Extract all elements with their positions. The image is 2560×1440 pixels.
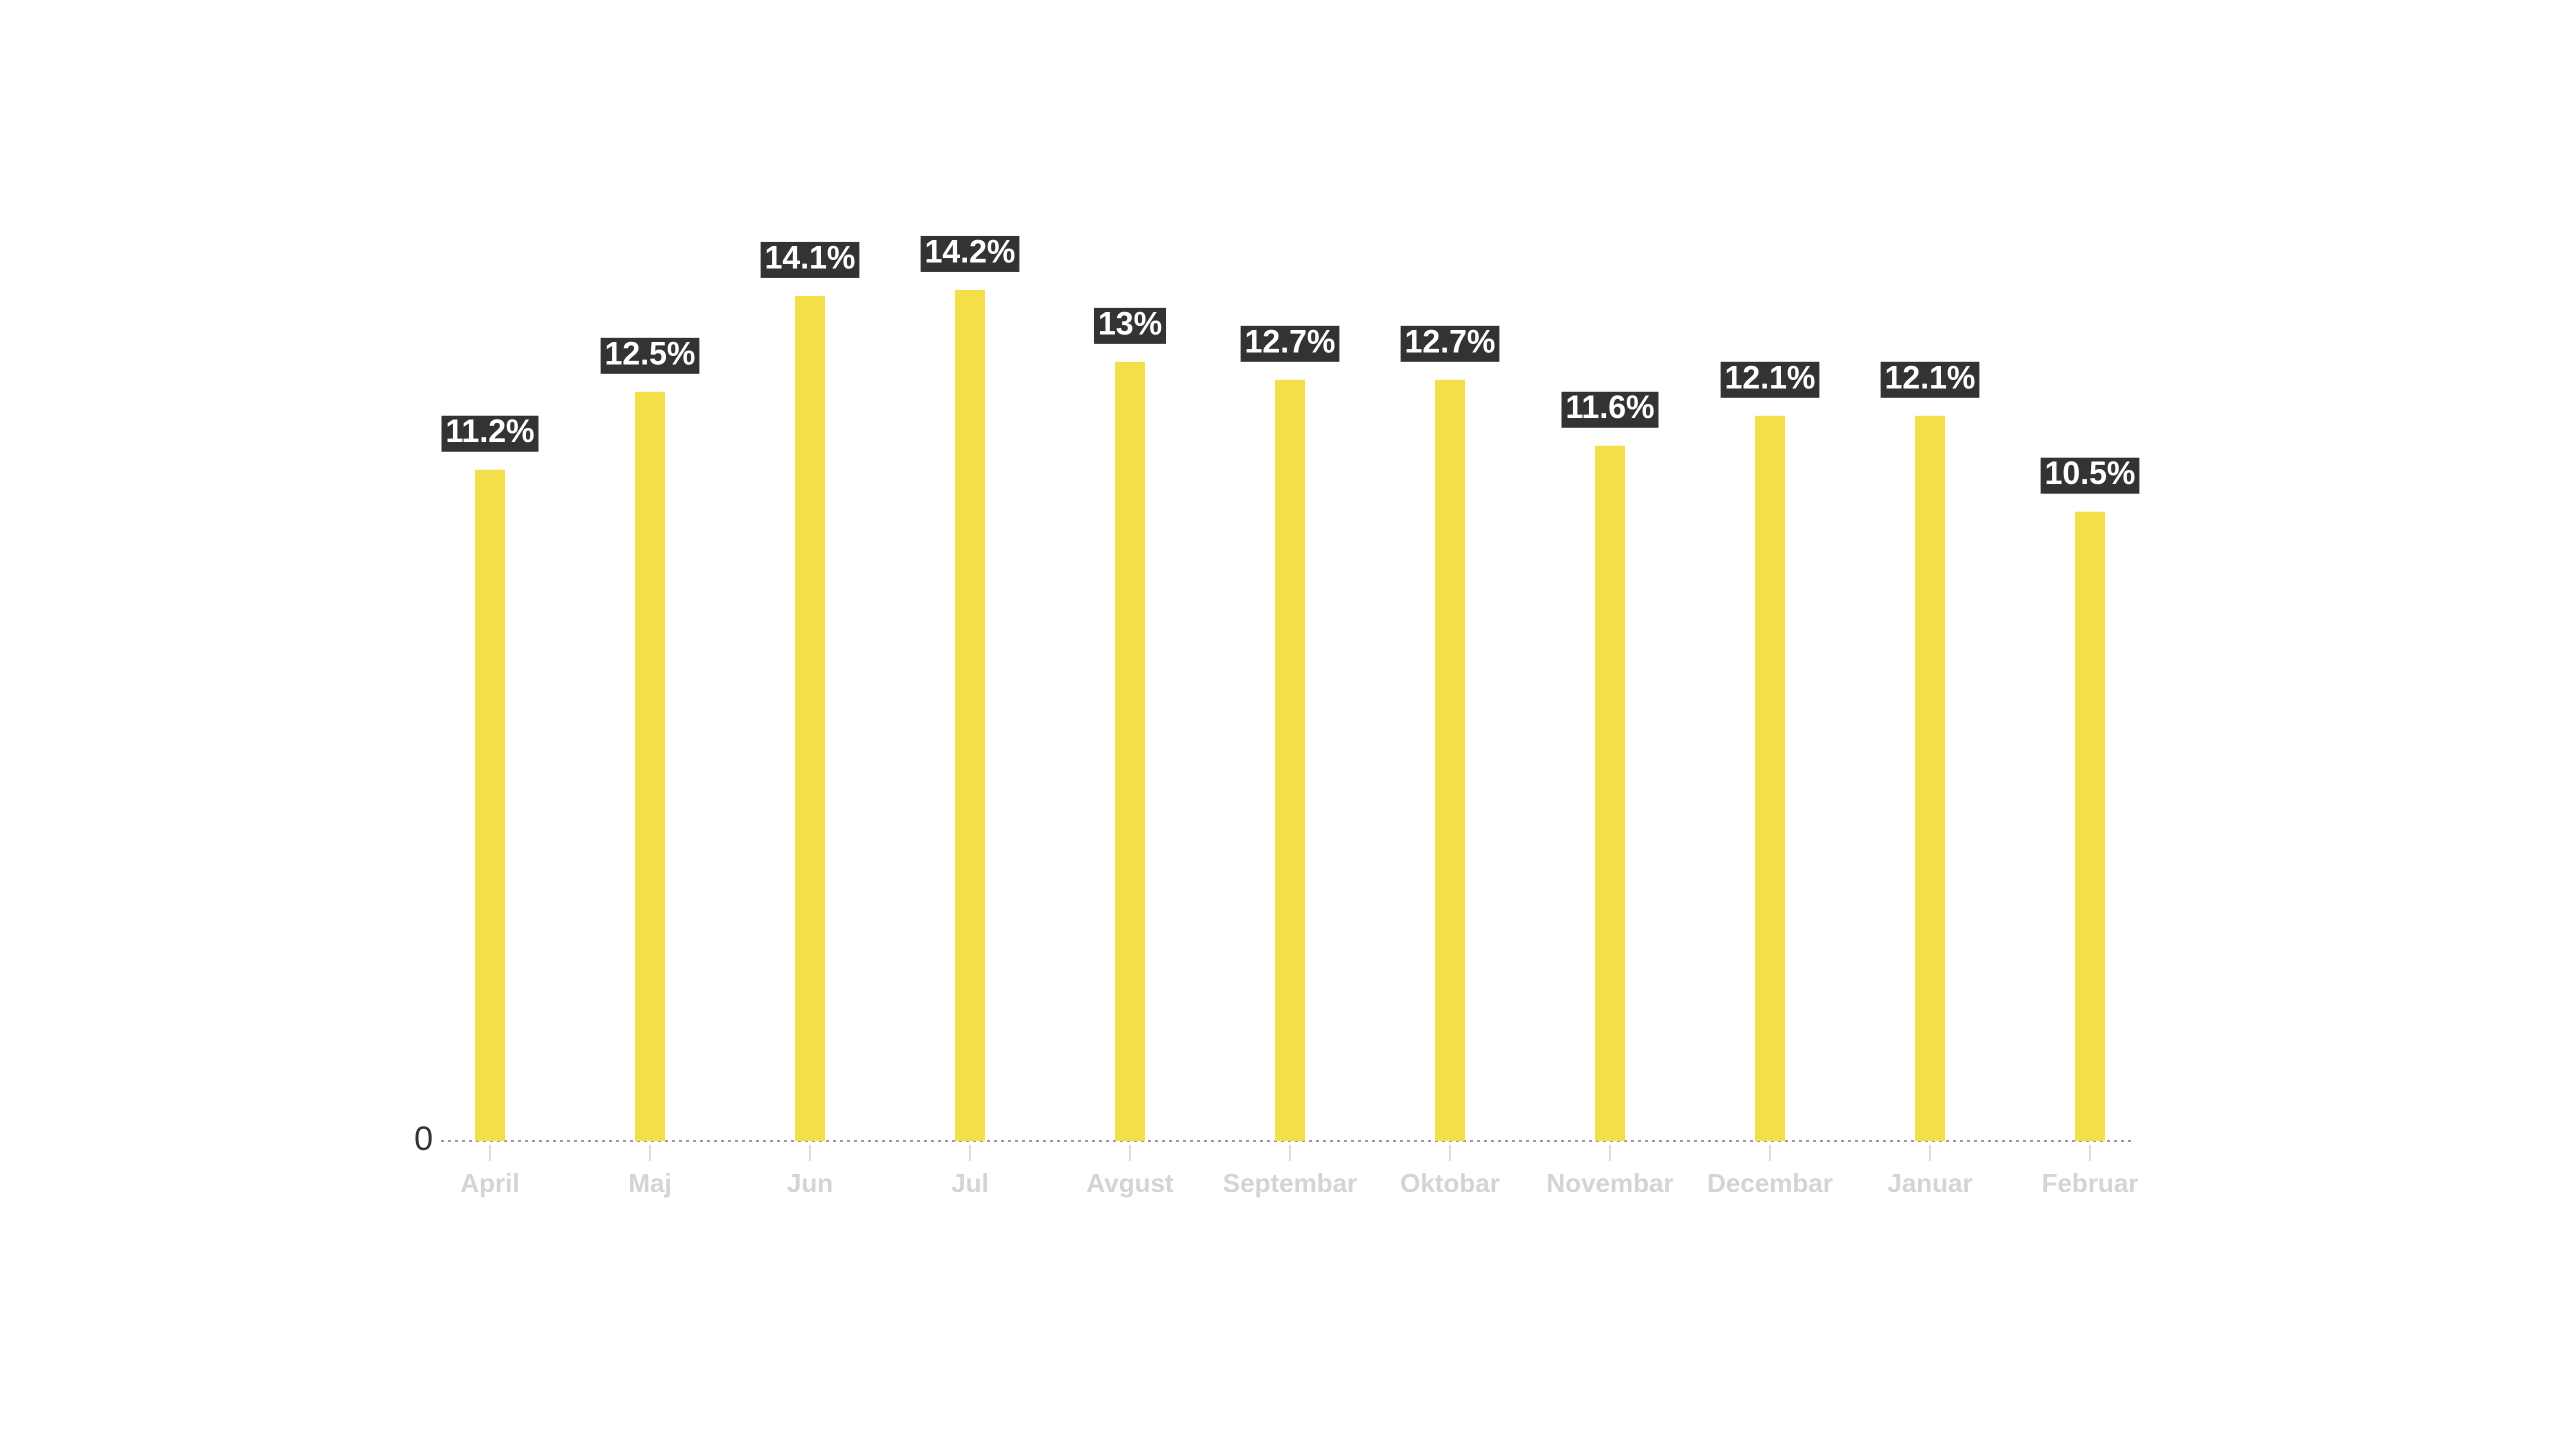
value-label-text: 13%	[1098, 305, 1162, 341]
value-label-text: 12.5%	[605, 335, 696, 371]
value-label-bg	[1880, 361, 1980, 398]
value-label-text: 10.5%	[2045, 455, 2136, 491]
value-label-bg	[1720, 361, 1820, 398]
bar	[795, 295, 825, 1141]
value-label: 12.7%	[1240, 323, 1340, 362]
bar	[1755, 415, 1785, 1142]
value-label: 12.1%	[1880, 359, 1980, 398]
x-tick-label: Septembar	[1223, 1168, 1357, 1198]
value-label-bg	[1240, 325, 1340, 362]
bar	[2075, 511, 2105, 1141]
x-tick-label: Decembar	[1707, 1168, 1833, 1198]
value-label: 12.1%	[1720, 359, 1820, 398]
x-tick-label: Jun	[787, 1168, 833, 1198]
bar	[1275, 379, 1305, 1141]
value-label: 10.5%	[2040, 455, 2140, 494]
value-label-text: 12.7%	[1405, 323, 1496, 359]
value-label: 14.2%	[920, 233, 1020, 272]
x-tick-label: Oktobar	[1400, 1168, 1500, 1198]
value-label: 13%	[1093, 305, 1167, 344]
value-label-bg	[2040, 457, 2140, 494]
value-label-text: 11.6%	[1566, 389, 1655, 425]
value-label-bg	[1400, 325, 1500, 362]
bar	[1915, 415, 1945, 1142]
x-tick-label: Avgust	[1086, 1168, 1173, 1198]
value-label-bg	[600, 337, 700, 374]
value-label-text: 12.1%	[1885, 359, 1976, 395]
value-label: 14.1%	[760, 239, 860, 278]
y-tick-label: 0	[414, 1120, 433, 1158]
value-label-text: 14.1%	[765, 239, 856, 275]
bar	[1115, 361, 1145, 1141]
x-tick-label: Maj	[628, 1168, 671, 1198]
value-label-text: 14.2%	[925, 233, 1016, 269]
bar	[1435, 379, 1465, 1141]
value-label-text: 12.7%	[1245, 323, 1336, 359]
bar	[1595, 445, 1625, 1142]
value-label-bg	[1093, 307, 1167, 344]
value-label-bg	[441, 415, 539, 452]
x-tick-label: Februar	[2042, 1168, 2139, 1198]
value-label: 12.7%	[1400, 323, 1500, 362]
bar	[635, 391, 665, 1141]
bar	[955, 289, 985, 1141]
bar	[475, 469, 505, 1141]
value-label: 11.2%	[441, 413, 539, 452]
value-label-bg	[1561, 391, 1659, 428]
value-label-text: 11.2%	[446, 413, 535, 449]
value-label: 11.6%	[1561, 389, 1659, 428]
x-tick-label: Novembar	[1546, 1168, 1673, 1198]
x-tick-label: Jul	[951, 1168, 989, 1198]
x-tick-label: April	[460, 1168, 519, 1198]
x-tick-label: Januar	[1887, 1168, 1972, 1198]
value-label-bg	[920, 235, 1020, 272]
value-label-text: 12.1%	[1725, 359, 1816, 395]
value-label: 12.5%	[600, 335, 700, 374]
value-label-bg	[760, 241, 860, 278]
